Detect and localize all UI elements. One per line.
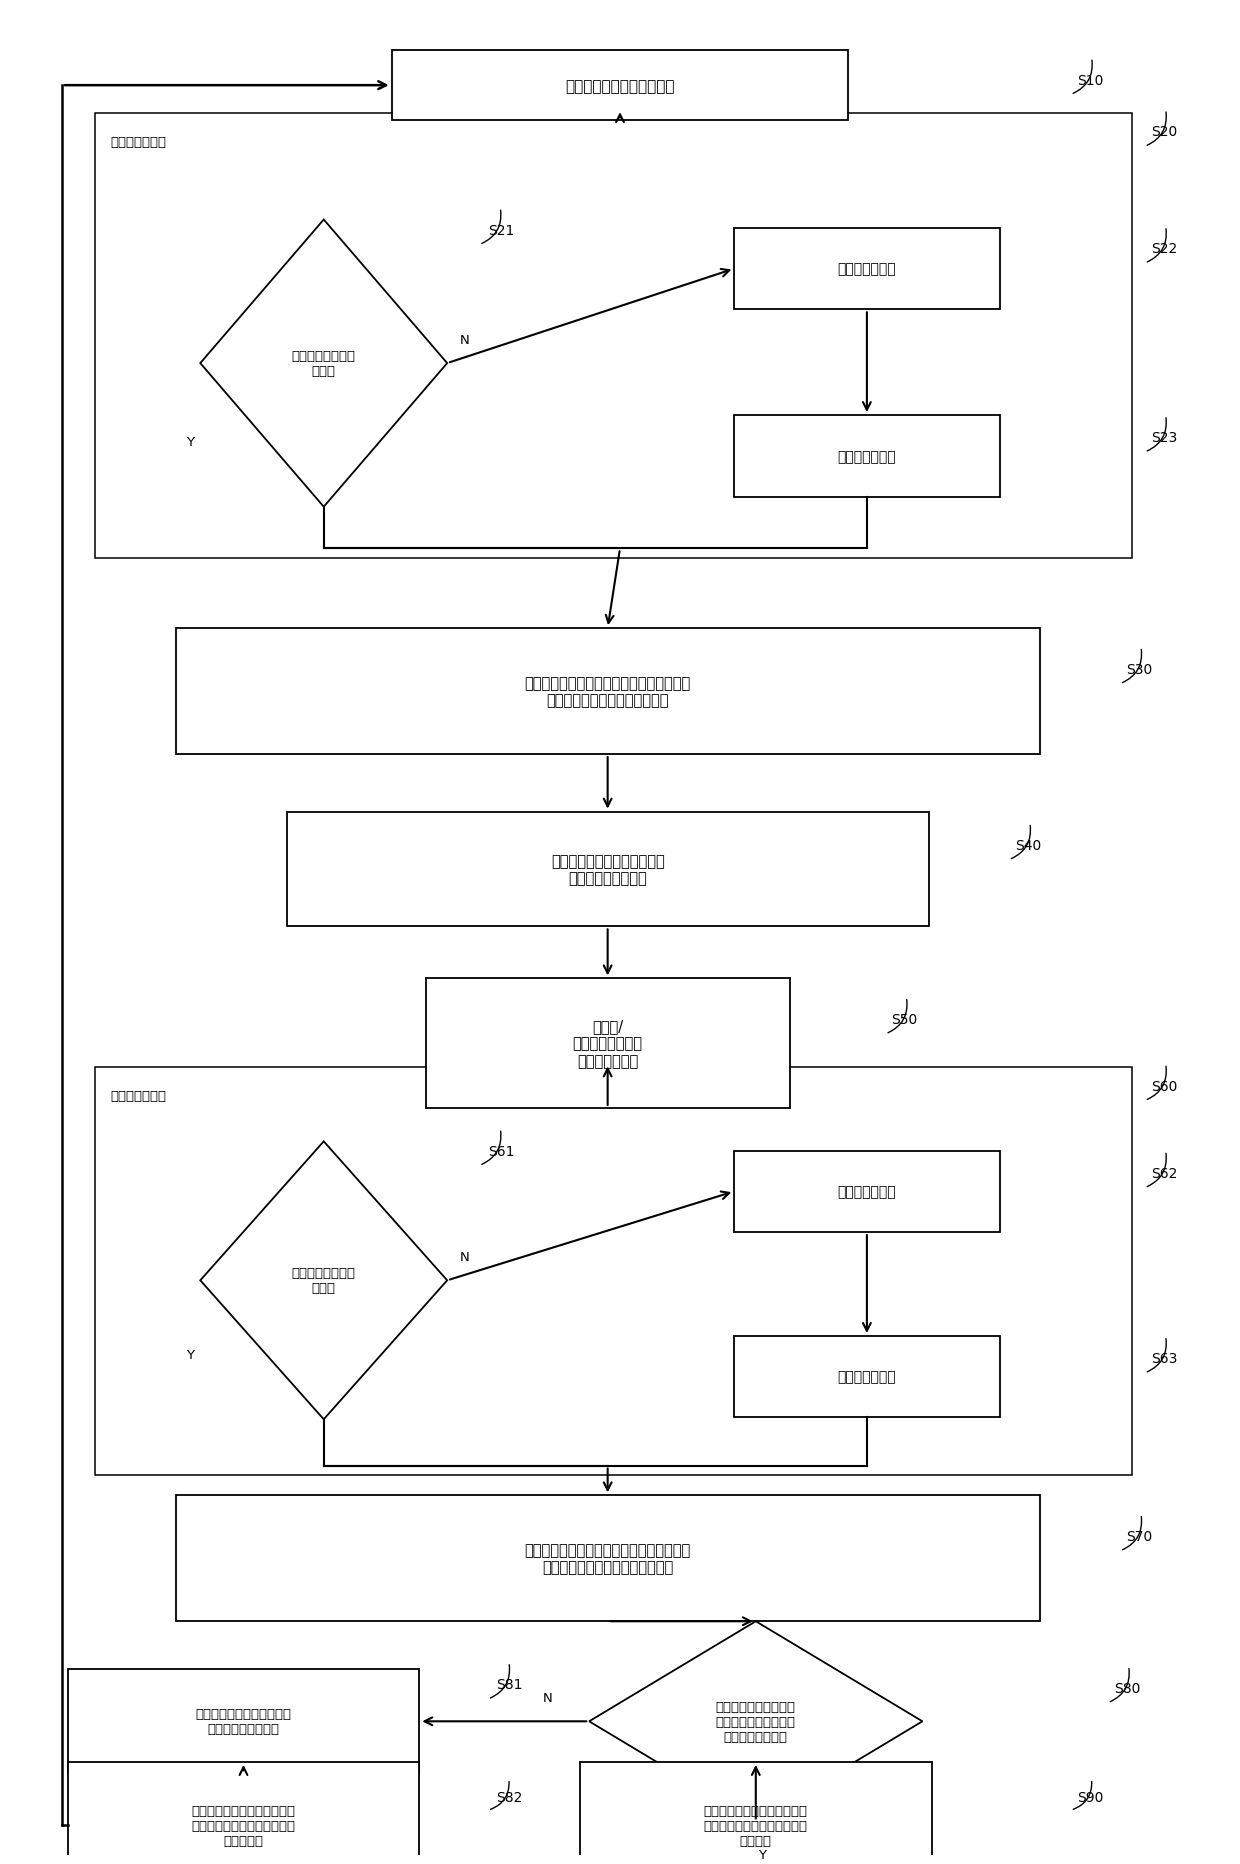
Text: 根据所述解析的二维码信息在预先获取的停
车场地图定位所述停车位的位置: 根据所述解析的二维码信息在预先获取的停 车场地图定位所述停车位的位置 — [525, 675, 691, 708]
Text: S70: S70 — [1126, 1528, 1152, 1543]
Text: Y: Y — [758, 1849, 766, 1862]
Bar — [95, 114, 1132, 559]
Text: S20: S20 — [1151, 125, 1177, 140]
Text: S82: S82 — [496, 1789, 523, 1804]
Bar — [286, 813, 929, 926]
Text: 解析所述二维码: 解析所述二维码 — [110, 1090, 166, 1103]
Bar — [68, 1761, 419, 1864]
Text: 判断是否连入停车
场内网: 判断是否连入停车 场内网 — [291, 1268, 356, 1295]
Text: 获取停车场地图: 获取停车场地图 — [837, 449, 897, 464]
Text: 获取停车场地图: 获取停车场地图 — [837, 1370, 897, 1383]
Text: 连接停车场内网: 连接停车场内网 — [837, 1186, 897, 1199]
Bar — [734, 1150, 999, 1232]
Text: 判断是否连入停车
场内网: 判断是否连入停车 场内网 — [291, 350, 356, 378]
Text: N: N — [460, 334, 469, 347]
Bar — [392, 50, 848, 121]
Bar — [425, 979, 790, 1109]
Text: S90: S90 — [1076, 1789, 1104, 1804]
Polygon shape — [589, 1622, 923, 1821]
Text: S50: S50 — [892, 1012, 918, 1027]
Text: S61: S61 — [487, 1144, 515, 1158]
Text: S22: S22 — [1151, 242, 1177, 255]
Text: 连接停车场内网: 连接停车场内网 — [837, 263, 897, 276]
Text: N: N — [460, 1251, 469, 1264]
Text: S80: S80 — [1114, 1681, 1140, 1694]
Text: S63: S63 — [1151, 1351, 1177, 1366]
Text: 在预先获取的停车场地图上记
录所述停车位的位置: 在预先获取的停车场地图上记 录所述停车位的位置 — [551, 854, 665, 885]
Text: 根据所述解析的二维码信息在预先获取的停
车场地图定位所述当前所在的位置: 根据所述解析的二维码信息在预先获取的停 车场地图定位所述当前所在的位置 — [525, 1542, 691, 1575]
Text: S81: S81 — [496, 1678, 523, 1691]
Text: 解析所述二维码: 解析所述二维码 — [110, 136, 166, 149]
Polygon shape — [201, 1143, 448, 1420]
Bar — [176, 1495, 1039, 1622]
Text: S60: S60 — [1151, 1079, 1177, 1092]
Text: 停车前/
取车时扫描当前所
在位置的二维码: 停车前/ 取车时扫描当前所 在位置的二维码 — [573, 1020, 642, 1068]
Text: Y: Y — [186, 436, 195, 449]
Text: N: N — [542, 1691, 552, 1704]
Bar — [68, 1670, 419, 1773]
Text: S40: S40 — [1016, 839, 1042, 852]
Text: 在预先获取的停车场地图上
获取空停车位的位置: 在预先获取的停车场地图上 获取空停车位的位置 — [196, 1707, 291, 1735]
Text: S30: S30 — [1126, 662, 1152, 677]
Text: 停车后扫描停车位的二维码: 停车后扫描停车位的二维码 — [565, 78, 675, 93]
Text: Y: Y — [186, 1348, 195, 1361]
Bar — [95, 1068, 1132, 1474]
Bar — [734, 1336, 999, 1419]
Text: S10: S10 — [1076, 73, 1104, 88]
Text: 根据所述当前所在的位置和所
述记录的停车位的位置，进行
路线导航: 根据所述当前所在的位置和所 述记录的停车位的位置，进行 路线导航 — [704, 1804, 807, 1847]
Text: S62: S62 — [1151, 1167, 1177, 1180]
Bar — [580, 1761, 931, 1864]
Text: 根据所述当前所在的位置和所
述获取的空停车位的位置，进
行路线导航: 根据所述当前所在的位置和所 述获取的空停车位的位置，进 行路线导航 — [191, 1804, 295, 1847]
Text: S21: S21 — [487, 224, 515, 237]
Bar — [734, 416, 999, 498]
Bar — [176, 628, 1039, 755]
Text: 判断在预先获取的停车
场地图上是否有所述记
录的停车位的位置: 判断在预先获取的停车 场地图上是否有所述记 录的停车位的位置 — [715, 1700, 796, 1743]
Bar — [734, 229, 999, 309]
Text: S23: S23 — [1151, 431, 1177, 445]
Polygon shape — [201, 220, 448, 507]
